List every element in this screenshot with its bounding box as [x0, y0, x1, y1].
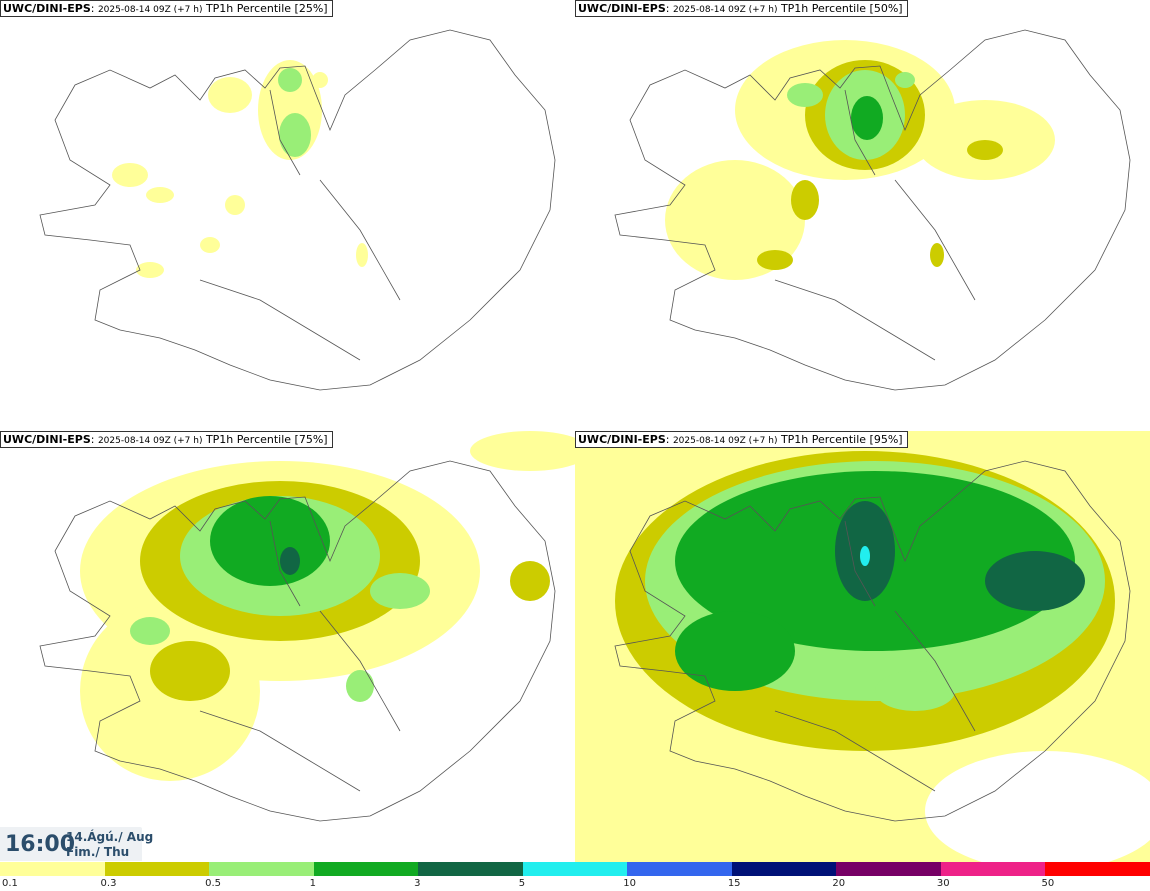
- legend-swatch: [731, 862, 837, 876]
- valid-time-box: 16:00 14.Ágú./ Aug Fim./ Thu: [0, 827, 153, 861]
- legend-swatch: [940, 862, 1046, 876]
- precip-map: [39, 29, 556, 391]
- precip-map: [575, 431, 1150, 862]
- legend-swatch: [209, 862, 315, 876]
- legend-swatch: [313, 862, 419, 876]
- panel-title: UWC/DINI-EPS: 2025-08-14 09Z (+7 h) TP1h…: [575, 0, 908, 17]
- panel-title: UWC/DINI-EPS: 2025-08-14 09Z (+7 h) TP1h…: [575, 431, 908, 448]
- legend-swatch: [836, 862, 942, 876]
- panel-title: UWC/DINI-EPS: 2025-08-14 09Z (+7 h) TP1h…: [0, 0, 333, 17]
- variable-name: TP1h: [780, 2, 809, 15]
- run-time: 2025-08-14 09Z (+7 h): [672, 436, 778, 446]
- percentile-label: Percentile [75%]: [236, 433, 328, 446]
- variable-name: TP1h: [780, 433, 809, 446]
- legend-tick-label: 3: [414, 878, 421, 889]
- valid-weekday: Fim./ Thu: [66, 845, 130, 859]
- precip-areas: [665, 40, 1055, 280]
- model-name: UWC/DINI-EPS: [578, 433, 666, 446]
- legend-swatch: [418, 862, 524, 876]
- legend-swatch: [1045, 862, 1150, 876]
- color-legend: 0.1 0.3 0.5 1 3 5 10 15 20 30 50: [0, 862, 1150, 891]
- map-panel-p25: UWC/DINI-EPS: 2025-08-14 09Z (+7 h) TP1h…: [0, 0, 575, 431]
- legend-swatch: [627, 862, 733, 876]
- run-time: 2025-08-14 09Z (+7 h): [672, 5, 778, 15]
- iceland-coastline: [39, 29, 556, 391]
- precip-areas: [575, 431, 1150, 862]
- iceland-coastline: [39, 460, 556, 822]
- map-panel-p75: UWC/DINI-EPS: 2025-08-14 09Z (+7 h) TP1h…: [0, 431, 575, 862]
- legend-swatch: [522, 862, 628, 876]
- model-name: UWC/DINI-EPS: [578, 2, 666, 15]
- precip-map: [39, 431, 575, 822]
- map-panel-p50: UWC/DINI-EPS: 2025-08-14 09Z (+7 h) TP1h…: [575, 0, 1150, 431]
- iceland-coastline: [614, 29, 1131, 391]
- legend-tick-label: 15: [727, 878, 741, 889]
- percentile-label: Percentile [25%]: [236, 2, 328, 15]
- run-time: 2025-08-14 09Z (+7 h): [97, 436, 203, 446]
- percentile-label: Percentile [50%]: [811, 2, 903, 15]
- iceland-coastline: [614, 460, 1131, 822]
- legend-tick-label: 1: [309, 878, 316, 889]
- variable-name: TP1h: [205, 433, 234, 446]
- legend-tick-label: 0.1: [2, 878, 18, 889]
- legend-swatch: [104, 862, 210, 876]
- legend-tick-label: 30: [936, 878, 950, 889]
- precip-areas: [80, 431, 575, 781]
- precip-map: [614, 29, 1131, 391]
- legend-tick-label: 10: [623, 878, 636, 889]
- legend-tick-label: 5: [518, 878, 526, 889]
- valid-time-clock: 16:00: [5, 832, 76, 857]
- map-panel-p95: UWC/DINI-EPS: 2025-08-14 09Z (+7 h) TP1h…: [575, 431, 1150, 862]
- panel-title: UWC/DINI-EPS: 2025-08-14 09Z (+7 h) TP1h…: [0, 431, 333, 448]
- legend-tick-label: 0.5: [205, 878, 221, 889]
- legend-tick-label: 0.3: [100, 878, 117, 889]
- legend-tick-label: 50: [1041, 878, 1055, 889]
- model-name: UWC/DINI-EPS: [3, 433, 91, 446]
- precip-areas: [112, 60, 368, 278]
- percentile-label: Percentile [95%]: [811, 433, 903, 446]
- legend-swatch: [0, 862, 106, 876]
- legend-tick-label: 20: [832, 878, 846, 889]
- variable-name: TP1h: [205, 2, 234, 15]
- run-time: 2025-08-14 09Z (+7 h): [97, 5, 203, 15]
- valid-date: 14.Ágú./ Aug: [66, 830, 154, 844]
- model-name: UWC/DINI-EPS: [3, 2, 91, 15]
